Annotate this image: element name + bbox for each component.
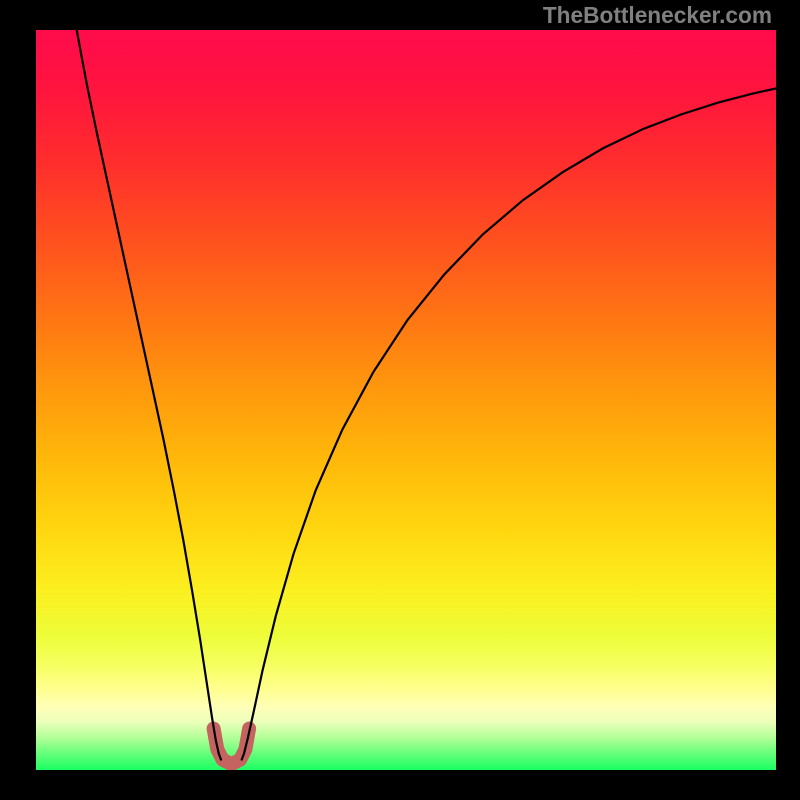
curve-left-branch <box>77 30 221 760</box>
watermark-text: TheBottlenecker.com <box>543 2 772 29</box>
curve-right-branch <box>242 88 776 759</box>
chart-container: TheBottlenecker.com <box>0 0 800 800</box>
valley-marker <box>214 729 250 765</box>
plot-area <box>36 30 776 770</box>
plot-svg <box>36 30 776 770</box>
